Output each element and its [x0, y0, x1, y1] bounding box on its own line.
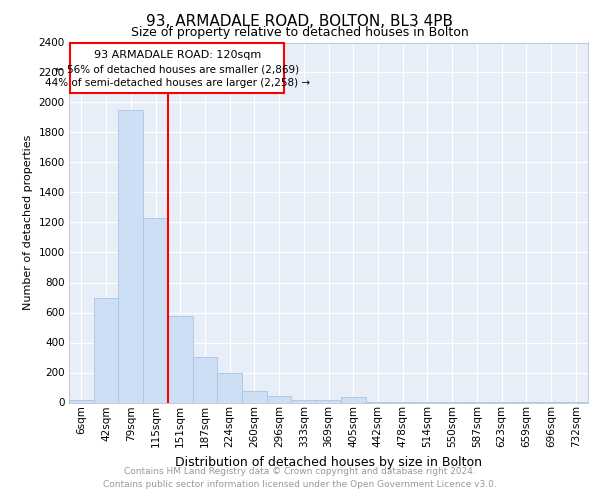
Bar [143, 218, 168, 402]
Bar [94, 298, 118, 403]
Text: 93, ARMADALE ROAD, BOLTON, BL3 4PB: 93, ARMADALE ROAD, BOLTON, BL3 4PB [146, 14, 454, 29]
Text: 93 ARMADALE ROAD: 120sqm: 93 ARMADALE ROAD: 120sqm [94, 50, 261, 60]
Bar [242, 390, 267, 402]
Bar [341, 397, 365, 402]
FancyBboxPatch shape [70, 43, 284, 92]
Text: 44% of semi-detached houses are larger (2,258) →: 44% of semi-detached houses are larger (… [44, 78, 310, 88]
Y-axis label: Number of detached properties: Number of detached properties [23, 135, 33, 310]
Text: ← 56% of detached houses are smaller (2,869): ← 56% of detached houses are smaller (2,… [55, 64, 299, 74]
Bar [193, 357, 217, 403]
Bar [118, 110, 143, 403]
Text: Contains HM Land Registry data © Crown copyright and database right 2024.
Contai: Contains HM Land Registry data © Crown c… [103, 467, 497, 489]
Bar [69, 400, 94, 402]
Bar [316, 400, 341, 402]
Bar [267, 396, 292, 402]
Bar [292, 400, 316, 402]
X-axis label: Distribution of detached houses by size in Bolton: Distribution of detached houses by size … [175, 456, 482, 468]
Bar [168, 316, 193, 402]
Bar [217, 372, 242, 402]
Text: Size of property relative to detached houses in Bolton: Size of property relative to detached ho… [131, 26, 469, 39]
